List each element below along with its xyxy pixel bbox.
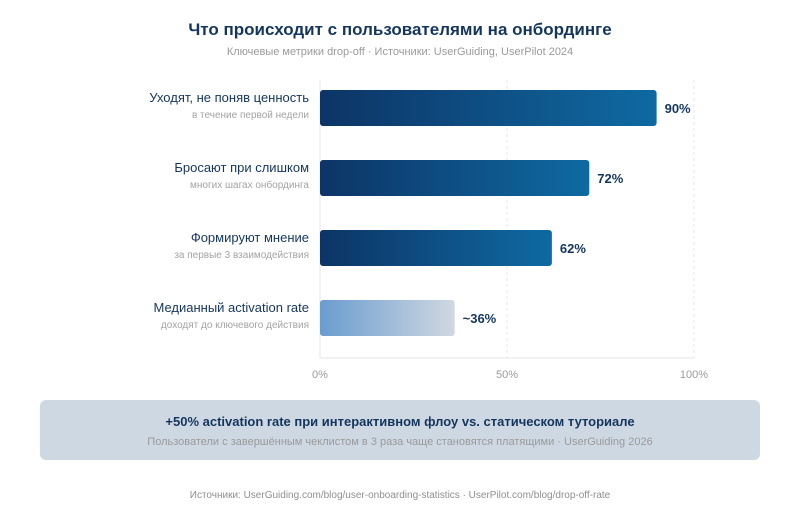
category-sublabel: доходят до ключевого действия bbox=[161, 320, 309, 331]
category-sublabel: многих шагах онбординга bbox=[190, 179, 309, 191]
x-tick-label: 50% bbox=[496, 369, 518, 381]
callout-box: +50% activation rate при интерактивном ф… bbox=[40, 400, 760, 460]
value-label: 62% bbox=[560, 241, 586, 256]
x-tick-label: 0% bbox=[312, 369, 328, 381]
value-label: ~36% bbox=[463, 311, 497, 326]
bar bbox=[320, 300, 455, 336]
category-label: Формируют мнение bbox=[191, 230, 309, 245]
value-label: 90% bbox=[665, 101, 691, 116]
bar bbox=[320, 90, 657, 126]
callout-subtitle: Пользователи с завершённым чеклистом в 3… bbox=[147, 436, 653, 448]
category-sublabel: за первые 3 взаимодействия bbox=[174, 250, 309, 261]
bar-chart: 0% 50% 100% Уходят, не поняв ценность в тече… bbox=[149, 80, 708, 381]
bar bbox=[320, 230, 552, 266]
value-label: 72% bbox=[597, 171, 623, 186]
chart-subtitle: Ключевые метрики drop-off · Источники: U… bbox=[226, 46, 574, 58]
x-tick-label: 100% bbox=[680, 369, 708, 381]
chart-title: Что происходит с пользователями на онбор… bbox=[188, 20, 612, 39]
category-sublabel: в течение первой недели bbox=[192, 110, 309, 121]
category-label: Бросают при слишком bbox=[174, 160, 309, 175]
category-label: Медианный activation rate bbox=[153, 300, 309, 315]
callout-title: +50% activation rate при интерактивном ф… bbox=[165, 414, 635, 429]
category-label: Уходят, не поняв ценность bbox=[149, 90, 309, 105]
sources-footer: Источники: UserGuiding.com/blog/user-onb… bbox=[189, 490, 611, 501]
bar bbox=[320, 160, 590, 196]
